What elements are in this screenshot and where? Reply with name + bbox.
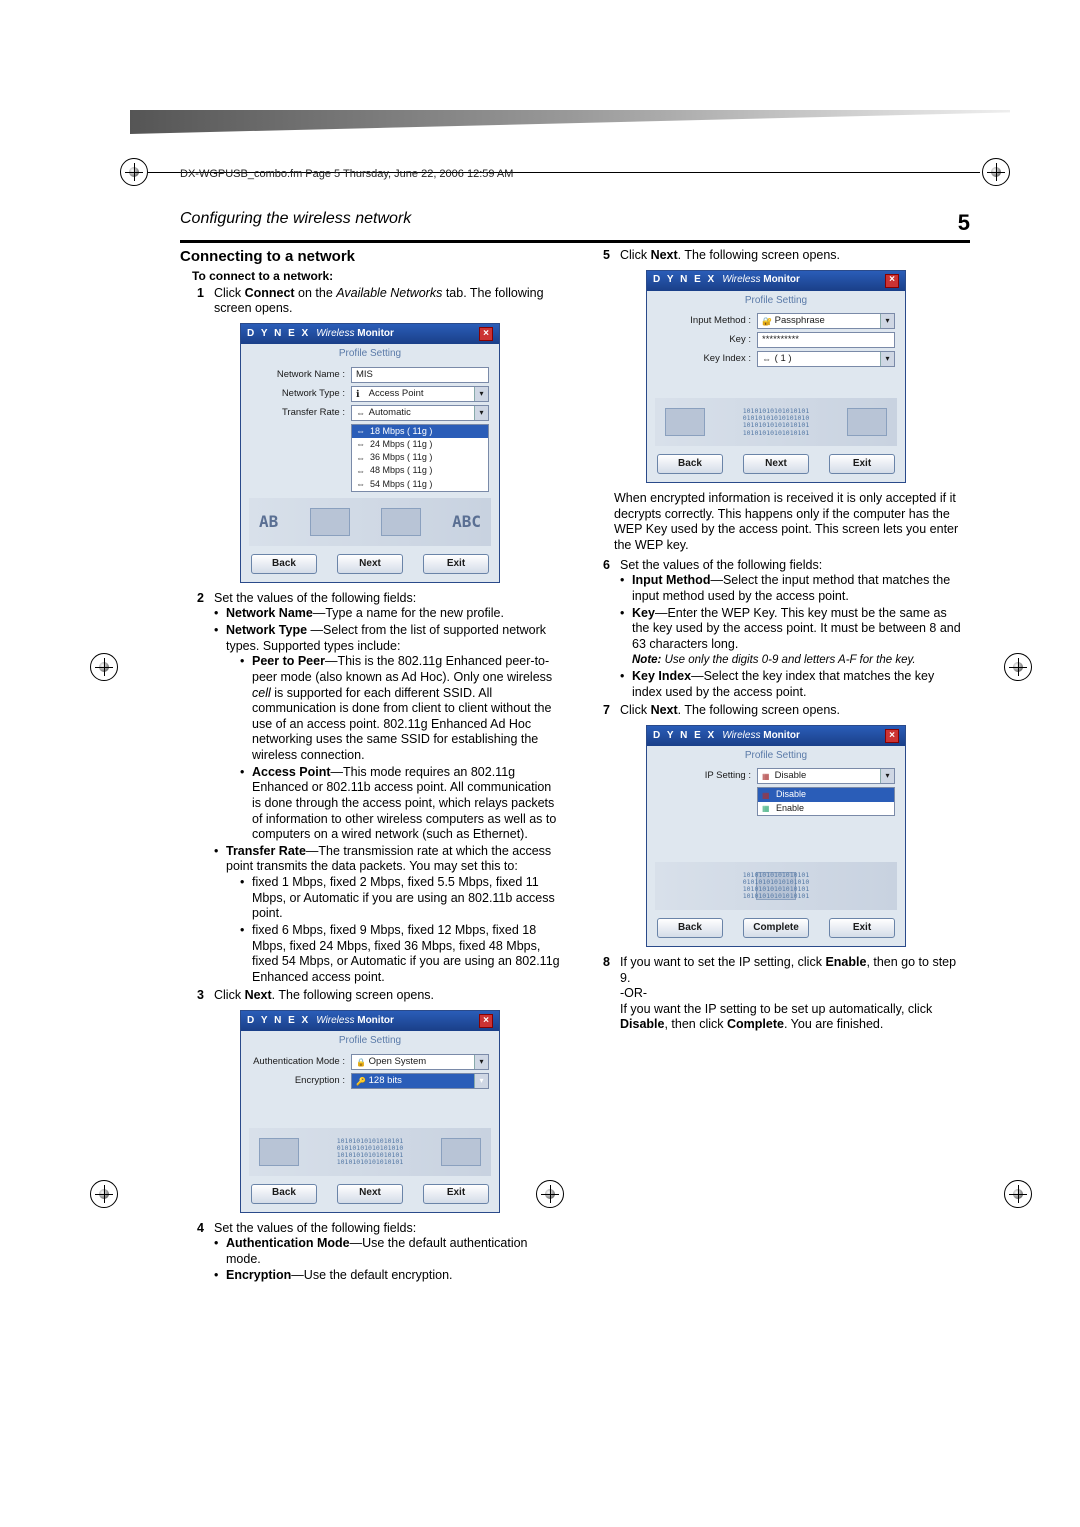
key-input[interactable]: ********** xyxy=(757,332,895,348)
wep-text: When encrypted information is received i… xyxy=(614,491,966,554)
lock-icon xyxy=(356,1057,366,1067)
step-1: Click Connect on the Available Networks … xyxy=(214,286,560,317)
rate-icon xyxy=(356,408,366,418)
section-title: Connecting to a network xyxy=(180,248,560,267)
step-3: Click Next. The following screen opens. xyxy=(214,988,560,1004)
back-button[interactable]: Back xyxy=(251,554,317,574)
step-8: If you want to set the IP setting, click… xyxy=(620,955,966,1033)
ip-setting-select[interactable]: Disable▾ xyxy=(757,768,895,784)
left-column: Connecting to a network To connect to a … xyxy=(180,248,560,1287)
network-name-input[interactable]: MIS xyxy=(351,367,489,383)
step-2: Set the values of the following fields: xyxy=(214,591,416,605)
back-button[interactable]: Back xyxy=(657,454,723,474)
doc-header: DX-WGPUSB_combo.fm Page 5 Thursday, June… xyxy=(180,168,513,180)
exit-button[interactable]: Exit xyxy=(829,454,895,474)
dialog-profile-4: D Y N E X Wireless Monitor × Profile Set… xyxy=(646,725,906,947)
back-button[interactable]: Back xyxy=(251,1184,317,1204)
disable-icon xyxy=(762,771,772,781)
back-button[interactable]: Back xyxy=(657,918,723,938)
running-title: Configuring the wireless network xyxy=(180,210,411,236)
passphrase-icon xyxy=(762,316,772,326)
right-column: 5 Click Next. The following screen opens… xyxy=(586,248,966,1287)
key-icon xyxy=(356,1076,366,1086)
close-icon[interactable]: × xyxy=(479,327,493,341)
dialog-subtitle: Profile Setting xyxy=(241,344,499,363)
encryption-select[interactable]: 128 bits▾ xyxy=(351,1073,489,1089)
transfer-rate-options[interactable]: 18 Mbps ( 11g ) 24 Mbps ( 11g ) 36 Mbps … xyxy=(351,424,489,492)
step-6: Set the values of the following fields: xyxy=(620,558,822,572)
dialog-profile-2: D Y N E X Wireless Monitor × Profile Set… xyxy=(240,1010,500,1213)
dialog-profile-1: D Y N E X Wireless Monitor × Profile Set… xyxy=(240,323,500,583)
complete-button[interactable]: Complete xyxy=(743,918,809,938)
router-icon xyxy=(381,508,421,536)
step-5: Click Next. The following screen opens. xyxy=(620,248,966,264)
transfer-rate-select[interactable]: Automatic▾ xyxy=(351,405,489,421)
exit-button[interactable]: Exit xyxy=(829,918,895,938)
network-type-select[interactable]: Access Point▾ xyxy=(351,386,489,402)
to-head: To connect to a network: xyxy=(192,269,560,284)
next-button[interactable]: Next xyxy=(337,1184,403,1204)
running-head: Configuring the wireless network 5 xyxy=(180,210,970,243)
next-button[interactable]: Next xyxy=(743,454,809,474)
close-icon[interactable]: × xyxy=(479,1014,493,1028)
close-icon[interactable]: × xyxy=(885,274,899,288)
step-4: Set the values of the following fields: xyxy=(214,1221,416,1235)
laptop-icon xyxy=(310,508,350,536)
page-number: 5 xyxy=(958,210,970,236)
next-button[interactable]: Next xyxy=(337,554,403,574)
chevron-down-icon[interactable]: ▾ xyxy=(474,387,488,401)
key-index-select[interactable]: ( 1 )▾ xyxy=(757,351,895,367)
brand: D Y N E X xyxy=(247,328,310,341)
auth-mode-select[interactable]: Open System▾ xyxy=(351,1054,489,1070)
dialog-profile-3: D Y N E X Wireless Monitor × Profile Set… xyxy=(646,270,906,484)
exit-button[interactable]: Exit xyxy=(423,1184,489,1204)
exit-button[interactable]: Exit xyxy=(423,554,489,574)
close-icon[interactable]: × xyxy=(885,729,899,743)
access-point-icon xyxy=(356,389,366,399)
input-method-select[interactable]: Passphrase▾ xyxy=(757,313,895,329)
chevron-down-icon[interactable]: ▾ xyxy=(474,406,488,420)
ip-setting-options[interactable]: Disable Enable xyxy=(757,787,895,816)
step-7: Click Next. The following screen opens. xyxy=(620,703,966,719)
